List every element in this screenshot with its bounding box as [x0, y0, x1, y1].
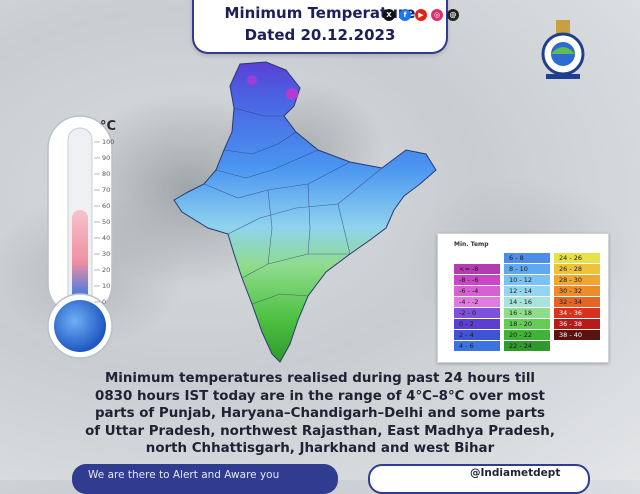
legend-item: 12 - 14 [504, 286, 550, 296]
legend-item: -4 - -2 [454, 297, 500, 307]
legend-item: -6 - -4 [454, 286, 500, 296]
summary-line: 0830 hours IST today are in the range of… [95, 388, 545, 404]
legend-item: 22 - 24 [504, 341, 550, 351]
social-handle[interactable]: @Indiametdept [470, 467, 561, 479]
thermometer-tick-label: 30 [102, 250, 110, 258]
legend-item: 2 - 4 [454, 330, 500, 340]
thermometer-tick-label: 0 [102, 298, 106, 306]
legend-item: 34 - 36 [554, 308, 600, 318]
youtube-icon[interactable]: ▶ [415, 9, 427, 21]
facebook-icon[interactable]: f [399, 9, 411, 21]
legend-item: -8 - -6 [454, 275, 500, 285]
page-title: Minimum Temperature [224, 4, 416, 22]
legend-item: 26 - 28 [554, 264, 600, 274]
legend-item: 0 - 2 [454, 319, 500, 329]
imd-emblem-icon [541, 20, 585, 79]
instagram-icon[interactable]: ◎ [431, 9, 443, 21]
thermometer-tick-label: 80 [102, 170, 110, 178]
thermometer-tick-label: 10 [102, 282, 110, 290]
legend-title: Min. Temp [454, 241, 489, 248]
thermometer-tick-label: 50 [102, 218, 110, 226]
thermometer-tick-label: 70 [102, 186, 110, 194]
legend-item: 4 - 6 [454, 341, 500, 351]
legend-item: 16 - 18 [504, 308, 550, 318]
thermometer-tick-label: 90 [102, 154, 110, 162]
min-temp-legend: Min. Temp <= -8 -8 - -6 -6 - -4 -4 - -2 -2 -… [437, 233, 609, 363]
summary-text: Minimum temperatures realised during pas… [14, 370, 626, 458]
thermometer-tick-label: 100 [102, 138, 114, 146]
thermometer-tick-label: 40 [102, 234, 110, 242]
legend-item: 10 - 12 [504, 275, 550, 285]
summary-line: parts of Punjab, Haryana–Chandigarh–Delh… [94, 406, 546, 421]
summary-line: north Chhattisgarh, Jharkhand and west B… [145, 441, 495, 456]
legend-item: 8 - 10 [504, 264, 550, 274]
title-banner: Minimum Temperature Dated 20.12.2023 [192, 0, 448, 54]
legend-item: <= -8 [454, 264, 500, 274]
legend-item: 38 - 40 [554, 330, 600, 340]
legend-item: 14 - 16 [504, 297, 550, 307]
threads-icon[interactable]: @ [447, 9, 459, 21]
legend-item: -2 - 0 [454, 308, 500, 318]
legend-item: 24 - 26 [554, 253, 600, 263]
legend-item: 30 - 32 [554, 286, 600, 296]
x-icon[interactable]: X [383, 9, 395, 21]
thermometer-tick-label: 20 [102, 266, 110, 274]
legend-item: 18 - 20 [504, 319, 550, 329]
legend-item: 28 - 30 [554, 275, 600, 285]
summary-line: Minimum temperatures realised during pas… [104, 371, 536, 386]
legend-item: 20 - 22 [504, 330, 550, 340]
date-line: Dated 20.12.2023 [244, 26, 396, 44]
legend-item: 36 - 38 [554, 319, 600, 329]
india-temperature-map [173, 61, 437, 363]
thermometer-tick-label: 60 [102, 202, 110, 210]
legend-item: 6 - 8 [504, 253, 550, 263]
footer-tagline: We are there to Alert and Aware you [88, 469, 280, 481]
thermometer-unit: °C [100, 119, 116, 134]
summary-line: of Uttar Pradesh, northwest Rajasthan, E… [85, 423, 555, 439]
legend-item: 32 - 34 [554, 297, 600, 307]
